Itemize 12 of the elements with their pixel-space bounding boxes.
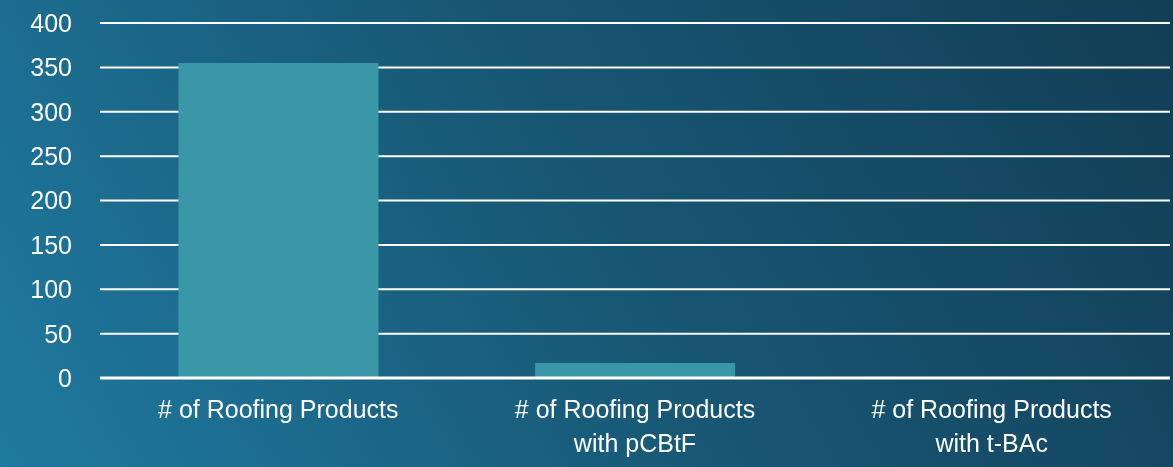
y-tick-label: 350	[30, 53, 72, 82]
x-tick-label: # of Roofing Products	[158, 395, 399, 423]
y-tick-label: 100	[30, 275, 72, 304]
x-tick-label: # of Roofing Products with t-BAc	[871, 395, 1112, 457]
y-tick-label: 50	[44, 319, 72, 348]
x-tick-label: # of Roofing Products with pCBtF	[514, 395, 756, 457]
y-tick-label: 150	[30, 230, 72, 259]
y-tick-label: 300	[30, 97, 72, 126]
y-tick-label: 250	[30, 142, 72, 170]
y-tick-label: 400	[30, 8, 72, 37]
y-tick-label: 200	[30, 186, 72, 215]
y-tick-label: 0	[58, 363, 72, 392]
